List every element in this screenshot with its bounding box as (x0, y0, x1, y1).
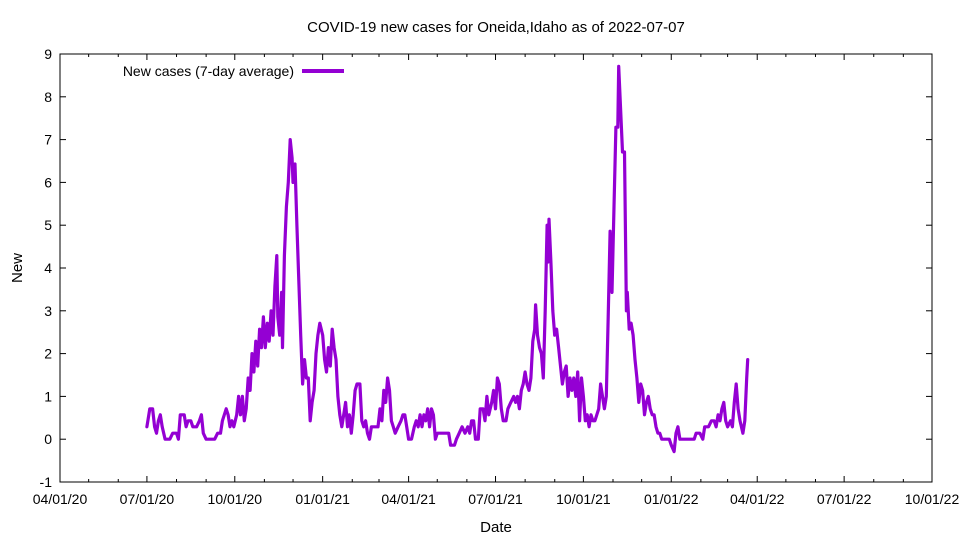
y-axis: -1 0 1 2 3 4 5 6 7 8 9 (40, 46, 932, 490)
y-tick-label: 2 (44, 346, 52, 362)
x-tick-label: 10/01/22 (905, 491, 960, 507)
x-tick-label: 10/01/21 (556, 491, 611, 507)
x-tick-label: 07/01/21 (468, 491, 523, 507)
series-layer (145, 64, 750, 454)
y-tick-label: 5 (44, 217, 52, 233)
x-tick-label: 07/01/22 (817, 491, 872, 507)
legend-label: New cases (7-day average) (123, 63, 294, 79)
chart-title: COVID-19 new cases for Oneida,Idaho as o… (307, 19, 685, 36)
x-axis-label: Date (480, 519, 512, 536)
x-tick-label: 04/01/20 (33, 491, 88, 507)
y-tick-label: 1 (44, 388, 52, 404)
y-tick-label: 6 (44, 174, 52, 190)
x-tick-label: 04/01/21 (381, 491, 436, 507)
y-tick-label: 9 (44, 46, 52, 62)
y-tick-label: 7 (44, 132, 52, 148)
x-tick-label: 07/01/20 (120, 491, 175, 507)
y-tick-label: 4 (44, 260, 52, 276)
legend: New cases (7-day average) (123, 63, 344, 79)
x-tick-label: 01/01/21 (295, 491, 350, 507)
x-tick-label: 04/01/22 (730, 491, 785, 507)
series-line-0 (145, 64, 750, 454)
y-tick-label: 0 (44, 431, 52, 447)
y-axis-label: New (9, 253, 26, 283)
x-tick-label: 01/01/22 (644, 491, 699, 507)
y-tick-label: -1 (40, 474, 53, 490)
x-tick-label: 10/01/20 (208, 491, 263, 507)
y-tick-label: 8 (44, 89, 52, 105)
x-axis: 04/01/20 07/01/20 10/01/20 01/01/21 04/01/21… (33, 54, 960, 507)
y-tick-label: 3 (44, 303, 52, 319)
plot-frame (59, 53, 933, 483)
